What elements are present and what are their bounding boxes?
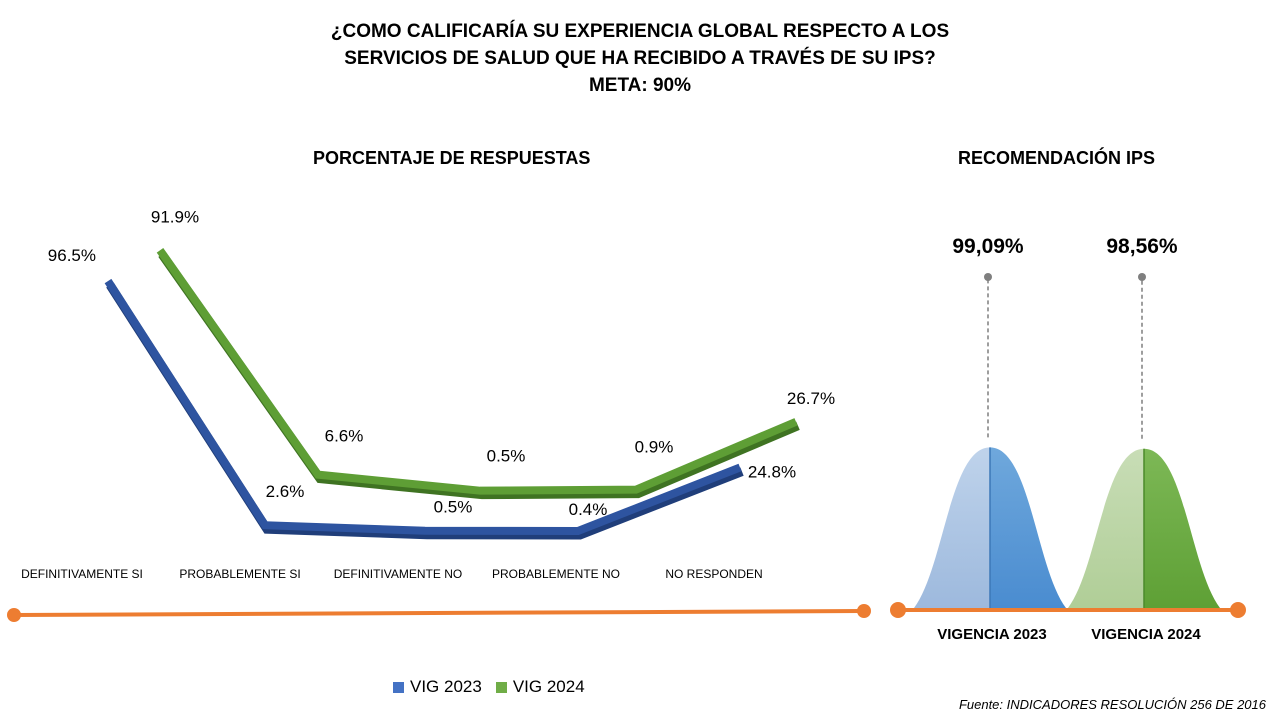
recommendation-peak-left	[914, 447, 990, 608]
recommendation-peak-right	[990, 447, 1066, 608]
right-axis-endpoint	[890, 602, 906, 618]
title-line-3: META: 90%	[588, 75, 692, 96]
recommendation-category: VIGENCIA 2024	[1091, 626, 1201, 643]
data-label: 2.6%	[266, 482, 305, 501]
recommendation-peak-right	[1144, 448, 1220, 608]
legend-swatch-vig2024	[495, 681, 507, 693]
left-chart-subtitle: PORCENTAJE DE RESPUESTAS	[313, 148, 591, 168]
data-label: 91.9%	[151, 207, 199, 226]
data-label: 0.9%	[635, 438, 674, 457]
legend-item-vig2024: VIG 2024	[495, 677, 585, 697]
x-tick-label: NO RESPONDEN	[665, 567, 762, 581]
title-line-1: ¿COMO CALIFICARÍA SU EXPERIENCIA GLOBAL …	[330, 21, 950, 42]
legend-swatch-vig2023	[393, 681, 404, 693]
left-axis-endpoint	[857, 604, 871, 618]
data-label: 6.6%	[325, 427, 364, 446]
x-tick-label: DEFINITIVAMENTE NO	[334, 567, 462, 581]
right-axis-endpoint	[1230, 602, 1246, 618]
x-tick-label: PROBABLEMENTE NO	[492, 567, 620, 581]
recommendation-peak-left	[1068, 448, 1144, 608]
source-note: Fuente: INDICADORES RESOLUCIÓN 256 DE 20…	[958, 697, 1266, 712]
chart-legend: VIG 2023 VIG 2024	[393, 677, 599, 697]
data-label: 0.4%	[569, 500, 608, 519]
legend-label-vig2024: VIG 2024	[512, 677, 585, 696]
chart-title: ¿COMO CALIFICARÍA SU EXPERIENCIA GLOBAL …	[240, 18, 1040, 99]
x-tick-label: DEFINITIVAMENTE SI	[21, 567, 143, 581]
legend-item-vig2023: VIG 2023	[393, 677, 482, 697]
data-label-leader-dot	[984, 273, 992, 281]
data-label: 0.5%	[434, 498, 473, 517]
recommendation-value: 98,56%	[1106, 235, 1178, 258]
left-axis-line	[13, 609, 865, 617]
legend-label-vig2023: VIG 2023	[410, 677, 482, 696]
series-line-vig2024	[156, 247, 798, 495]
data-label: 0.5%	[487, 447, 526, 466]
right-chart-subtitle: RECOMENDACIÓN IPS	[958, 148, 1156, 168]
x-tick-label: PROBABLEMENTE SI	[179, 567, 300, 581]
data-label-leader-dot	[1138, 273, 1146, 281]
data-label: 26.7%	[787, 389, 835, 408]
recommendation-category: VIGENCIA 2023	[937, 626, 1047, 643]
data-label: 96.5%	[48, 246, 96, 265]
data-label: 24.8%	[748, 463, 796, 482]
series-line-vig2023	[104, 278, 742, 535]
left-axis-endpoint	[7, 608, 21, 622]
title-line-2: SERVICIOS DE SALUD QUE HA RECIBIDO A TRA…	[344, 48, 936, 69]
recommendation-value: 99,09%	[952, 235, 1024, 258]
